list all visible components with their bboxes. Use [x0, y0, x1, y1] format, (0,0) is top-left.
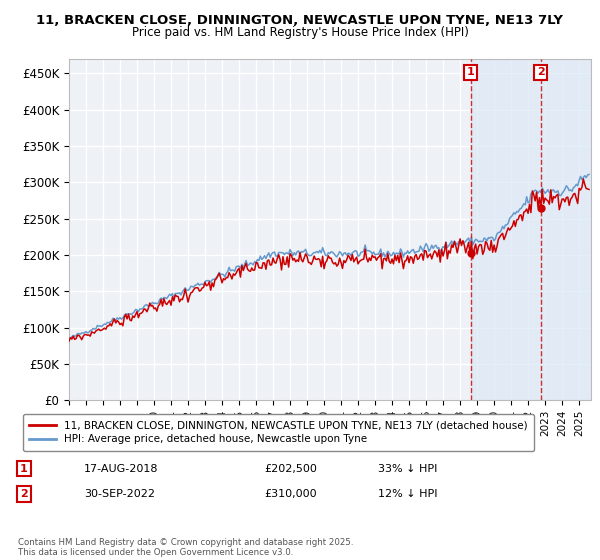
Bar: [471, 59, 591, 400]
Legend: 11, BRACKEN CLOSE, DINNINGTON, NEWCASTLE UPON TYNE, NE13 7LY (detached house), H: 11, BRACKEN CLOSE, DINNINGTON, NEWCASTLE…: [23, 414, 534, 451]
Text: 2: 2: [20, 489, 28, 499]
Text: 2: 2: [537, 67, 545, 77]
Text: 33% ↓ HPI: 33% ↓ HPI: [378, 464, 437, 474]
Text: 17-AUG-2018: 17-AUG-2018: [84, 464, 158, 474]
Text: £202,500: £202,500: [264, 464, 317, 474]
Text: 1: 1: [20, 464, 28, 474]
Text: £310,000: £310,000: [264, 489, 317, 499]
Text: 30-SEP-2022: 30-SEP-2022: [84, 489, 155, 499]
Text: 12% ↓ HPI: 12% ↓ HPI: [378, 489, 437, 499]
Text: Price paid vs. HM Land Registry's House Price Index (HPI): Price paid vs. HM Land Registry's House …: [131, 26, 469, 39]
Text: Contains HM Land Registry data © Crown copyright and database right 2025.
This d: Contains HM Land Registry data © Crown c…: [18, 538, 353, 557]
Text: 11, BRACKEN CLOSE, DINNINGTON, NEWCASTLE UPON TYNE, NE13 7LY: 11, BRACKEN CLOSE, DINNINGTON, NEWCASTLE…: [37, 14, 563, 27]
Text: 1: 1: [467, 67, 475, 77]
